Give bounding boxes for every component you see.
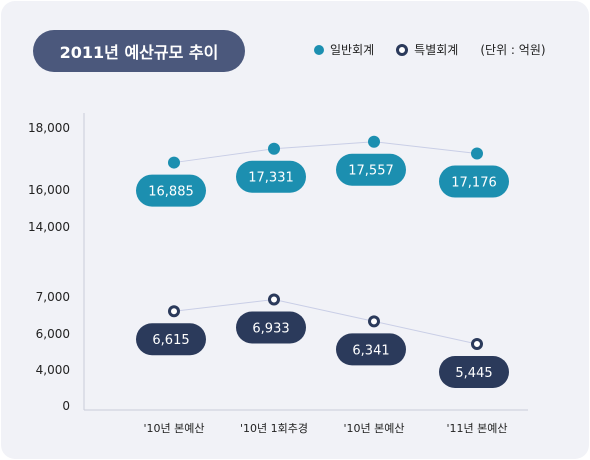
data-point-special: [471, 337, 483, 350]
legend: 일반회계 특별회계 (단위 : 억원): [314, 41, 546, 58]
data-label-general: 17,557: [348, 164, 394, 179]
y-tick-label: 0: [62, 399, 70, 413]
y-tick-label: 7,000: [36, 290, 70, 304]
legend-marker-special: [396, 43, 409, 56]
y-tick-label: 16,000: [28, 183, 70, 197]
series-line-general: [173, 141, 478, 164]
data-point-general: [471, 147, 483, 160]
data-point-special: [268, 293, 280, 306]
data-point-special: [168, 305, 180, 318]
x-tick-label: '10년 본예산: [144, 422, 205, 435]
x-tick-label: '10년 1회추경: [240, 422, 308, 435]
data-point-general: [268, 142, 280, 155]
legend-item-special: 특별회계: [396, 41, 458, 58]
data-label-special: 6,615: [152, 333, 189, 348]
data-label-general: 17,176: [451, 176, 497, 191]
data-label-general: 17,331: [248, 171, 294, 186]
unit-label: (단위 : 억원): [480, 43, 546, 57]
data-label-bg-general: [439, 165, 509, 198]
data-point-general: [368, 135, 380, 148]
legend-marker-general: [314, 44, 324, 55]
data-point-special: [368, 315, 380, 328]
x-tick-label: '11년 본예산: [447, 422, 508, 435]
series-line-special: [173, 298, 478, 345]
data-label-bg-general: [136, 174, 206, 207]
chart-title: 2011년 예산규모 추이: [33, 30, 245, 72]
data-label-general: 16,885: [148, 185, 194, 200]
data-label-bg-special: [236, 311, 306, 344]
legend-label-special: 특별회계: [414, 43, 459, 57]
data-label-special: 5,445: [455, 366, 492, 381]
y-tick-label: 4,000: [36, 363, 70, 377]
data-label-special: 6,341: [352, 343, 389, 358]
data-label-bg-special: [136, 323, 206, 356]
data-point-general: [168, 156, 180, 169]
legend-item-general: 일반회계: [314, 41, 374, 58]
y-tick-label: 14,000: [28, 220, 70, 234]
legend-label-general: 일반회계: [330, 43, 375, 57]
y-tick-label: 18,000: [28, 121, 70, 135]
data-label-bg-special: [439, 355, 509, 388]
y-tick-label: 6,000: [36, 327, 70, 341]
x-tick-label: '10년 본예산: [344, 422, 405, 435]
data-label-bg-general: [236, 160, 306, 193]
data-label-special: 6,933: [252, 321, 289, 336]
data-label-bg-special: [336, 333, 406, 366]
data-label-bg-general: [336, 153, 406, 186]
